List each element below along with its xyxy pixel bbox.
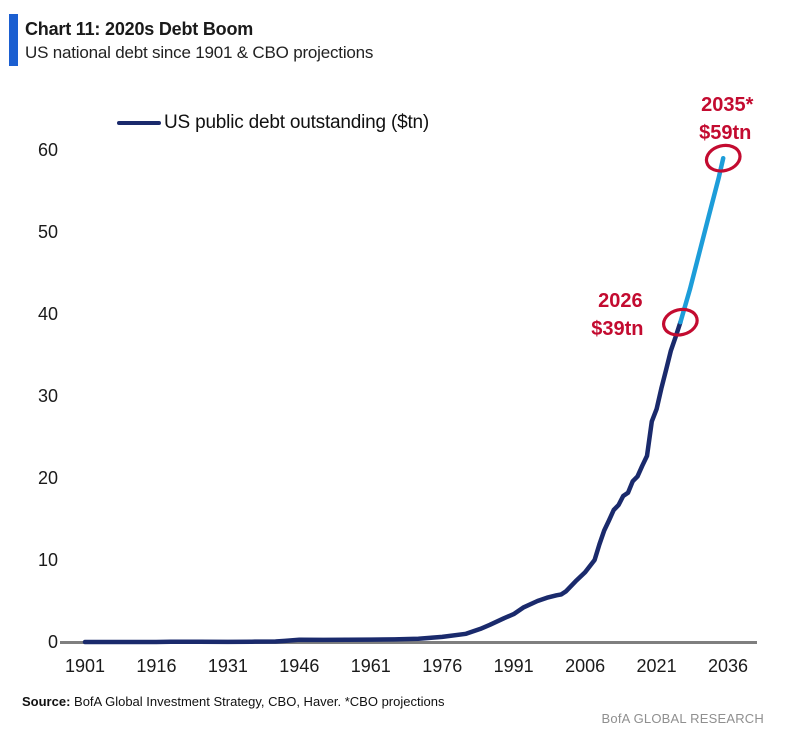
brand-mark: BofA GLOBAL RESEARCH xyxy=(601,711,764,726)
annotation-year-label: 2035* xyxy=(701,94,753,116)
annotation-year-label: 2026 xyxy=(598,290,643,312)
y-tick-label: 0 xyxy=(48,632,58,652)
annotation-circle xyxy=(662,307,699,337)
x-tick-label: 1961 xyxy=(351,656,391,676)
annotation-value-label: $59tn xyxy=(699,122,751,144)
source-note: Source: BofA Global Investment Strategy,… xyxy=(22,694,444,709)
annotation-value-label: $39tn xyxy=(591,318,643,340)
chart-legend: US public debt outstanding ($tn) xyxy=(117,112,429,134)
chart-title: Chart 11: 2020s Debt Boom xyxy=(25,19,254,39)
title-accent-bar xyxy=(9,14,18,66)
source-label: Source: xyxy=(22,694,71,709)
y-tick-label: 10 xyxy=(38,550,58,570)
x-tick-label: 1991 xyxy=(494,656,534,676)
source-text: BofA Global Investment Strategy, CBO, Ha… xyxy=(70,694,445,709)
y-tick-label: 30 xyxy=(38,386,58,406)
legend-line-swatch xyxy=(117,121,161,125)
x-tick-label: 2036 xyxy=(708,656,748,676)
x-tick-label: 1946 xyxy=(279,656,319,676)
y-tick-label: 50 xyxy=(38,222,58,242)
x-tick-label: 1901 xyxy=(65,656,105,676)
annotation-circle xyxy=(704,143,742,173)
chart-subtitle: US national debt since 1901 & CBO projec… xyxy=(25,43,374,62)
x-tick-label: 2021 xyxy=(637,656,677,676)
x-tick-label: 1976 xyxy=(422,656,462,676)
y-tick-label: 60 xyxy=(38,140,58,160)
legend-label: US public debt outstanding ($tn) xyxy=(164,112,430,133)
y-tick-label: 40 xyxy=(38,304,58,324)
x-tick-label: 1931 xyxy=(208,656,248,676)
historical-debt-line xyxy=(82,319,683,645)
y-tick-label: 20 xyxy=(38,468,58,488)
x-tick-label: 2006 xyxy=(565,656,605,676)
x-tick-label: 1916 xyxy=(136,656,176,676)
projection-line xyxy=(678,155,726,325)
